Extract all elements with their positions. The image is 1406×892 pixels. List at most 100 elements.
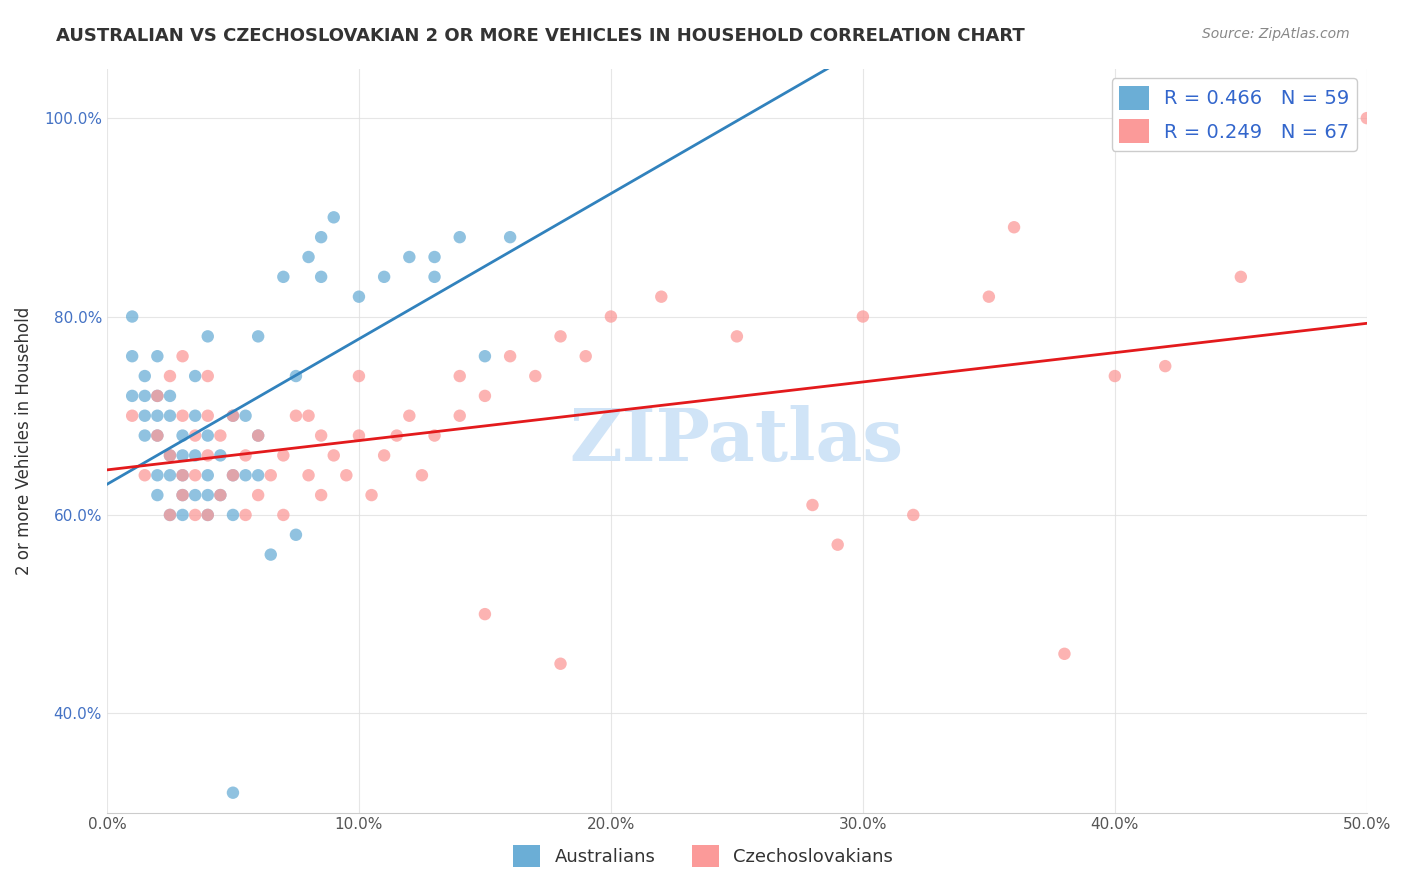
Point (347, 290, 370, 304)
Point (385, 428, 408, 442)
Point (134, 468, 156, 483)
Point (423, 269, 446, 284)
Point (184, 369, 207, 384)
Point (172, 428, 194, 442)
Point (284, 369, 307, 384)
Point (398, 409, 420, 423)
Point (209, 488, 232, 502)
Point (474, 349, 496, 363)
Point (159, 449, 181, 463)
Point (235, 508, 257, 522)
Point (449, 230, 471, 244)
Point (297, 409, 319, 423)
Point (801, 498, 824, 512)
Point (524, 369, 547, 384)
Text: Source: ZipAtlas.com: Source: ZipAtlas.com (1202, 27, 1350, 41)
Point (121, 310, 143, 324)
Point (284, 528, 307, 542)
Point (159, 389, 181, 403)
Point (146, 349, 169, 363)
Point (827, 538, 849, 552)
Point (1154, 359, 1177, 373)
Point (360, 488, 382, 502)
Point (235, 449, 257, 463)
Point (273, 269, 295, 284)
Point (172, 468, 194, 483)
Text: AUSTRALIAN VS CZECHOSLOVAKIAN 2 OR MORE VEHICLES IN HOUSEHOLD CORRELATION CHART: AUSTRALIAN VS CZECHOSLOVAKIAN 2 OR MORE … (56, 27, 1025, 45)
Point (347, 369, 370, 384)
Point (121, 349, 143, 363)
Point (184, 449, 207, 463)
Point (398, 250, 420, 264)
Point (146, 428, 169, 442)
Point (146, 389, 169, 403)
Point (222, 786, 245, 800)
Point (260, 468, 283, 483)
Point (1355, 111, 1378, 125)
Legend: Australians, Czechoslovakians: Australians, Czechoslovakians (506, 838, 900, 874)
Point (297, 250, 319, 264)
Point (222, 409, 245, 423)
Point (373, 269, 395, 284)
Point (184, 508, 207, 522)
Point (197, 449, 219, 463)
Point (499, 230, 522, 244)
Point (247, 329, 270, 343)
Point (121, 389, 143, 403)
Point (159, 468, 181, 483)
Point (499, 349, 522, 363)
Point (423, 250, 446, 264)
Point (322, 449, 344, 463)
Point (134, 409, 156, 423)
Point (725, 329, 748, 343)
Point (474, 607, 496, 621)
Point (172, 409, 194, 423)
Point (172, 468, 194, 483)
Point (335, 468, 357, 483)
Point (184, 428, 207, 442)
Point (1230, 269, 1253, 284)
Point (347, 428, 370, 442)
Point (146, 468, 169, 483)
Point (146, 389, 169, 403)
Point (273, 508, 295, 522)
Point (209, 428, 232, 442)
Point (449, 369, 471, 384)
Point (273, 449, 295, 463)
Point (449, 409, 471, 423)
Y-axis label: 2 or more Vehicles in Household: 2 or more Vehicles in Household (15, 307, 32, 574)
Point (172, 488, 194, 502)
Point (172, 349, 194, 363)
Point (575, 349, 598, 363)
Point (184, 468, 207, 483)
Point (550, 657, 572, 671)
Point (247, 488, 270, 502)
Point (197, 409, 219, 423)
Point (197, 369, 219, 384)
Point (222, 468, 245, 483)
Point (235, 468, 257, 483)
Point (235, 409, 257, 423)
Point (134, 389, 156, 403)
Point (247, 468, 270, 483)
Point (184, 488, 207, 502)
Point (197, 508, 219, 522)
Point (197, 488, 219, 502)
Point (309, 488, 332, 502)
Point (184, 409, 207, 423)
Point (172, 508, 194, 522)
Text: ZIPatlas: ZIPatlas (569, 405, 904, 476)
Point (550, 329, 572, 343)
Point (474, 389, 496, 403)
Point (159, 449, 181, 463)
Point (1104, 369, 1126, 384)
Point (373, 449, 395, 463)
Point (134, 428, 156, 442)
Point (247, 428, 270, 442)
Point (197, 508, 219, 522)
Point (159, 508, 181, 522)
Point (209, 488, 232, 502)
Point (197, 468, 219, 483)
Point (600, 310, 623, 324)
Point (423, 428, 446, 442)
